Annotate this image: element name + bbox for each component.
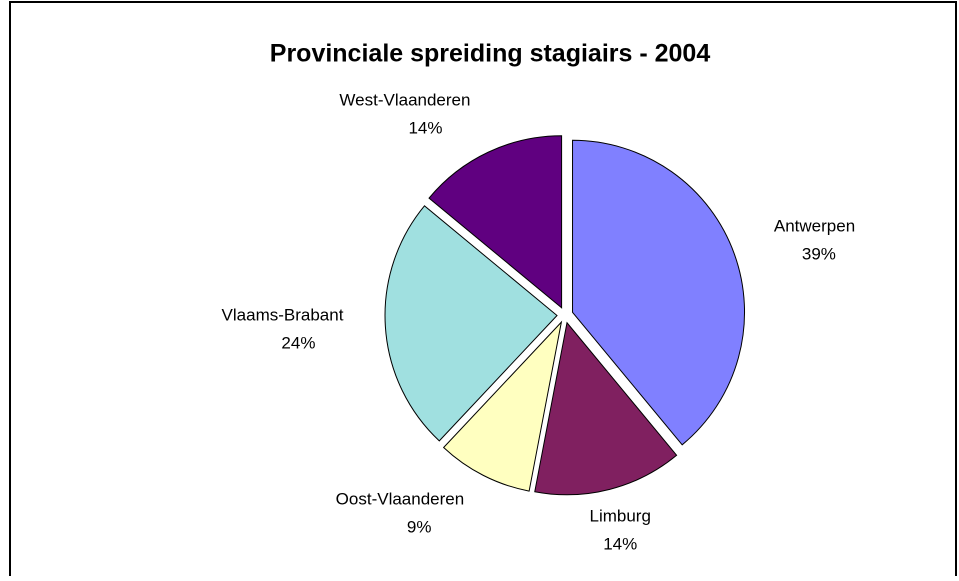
chart-title: Provinciale spreiding stagiairs - 2004 xyxy=(270,40,711,68)
slice-value-label: 14% xyxy=(408,119,442,138)
pie-slice xyxy=(572,139,746,446)
pie-slice xyxy=(534,321,678,496)
slice-value-label: 9% xyxy=(407,517,432,536)
slice-value-label: 14% xyxy=(603,535,637,554)
pie-slice xyxy=(428,135,563,309)
pie-slice xyxy=(384,205,558,442)
slice-label: West-Vlaanderen xyxy=(339,91,470,110)
slice-label: Antwerpen xyxy=(774,216,855,235)
slice-value-label: 39% xyxy=(802,244,836,263)
slice-label: Oost-Vlaanderen xyxy=(336,489,465,508)
slice-label: Vlaams-Brabant xyxy=(222,305,344,324)
slice-value-label: 24% xyxy=(281,333,315,352)
pie-slice xyxy=(442,320,563,492)
slice-label: Limburg xyxy=(589,507,650,526)
